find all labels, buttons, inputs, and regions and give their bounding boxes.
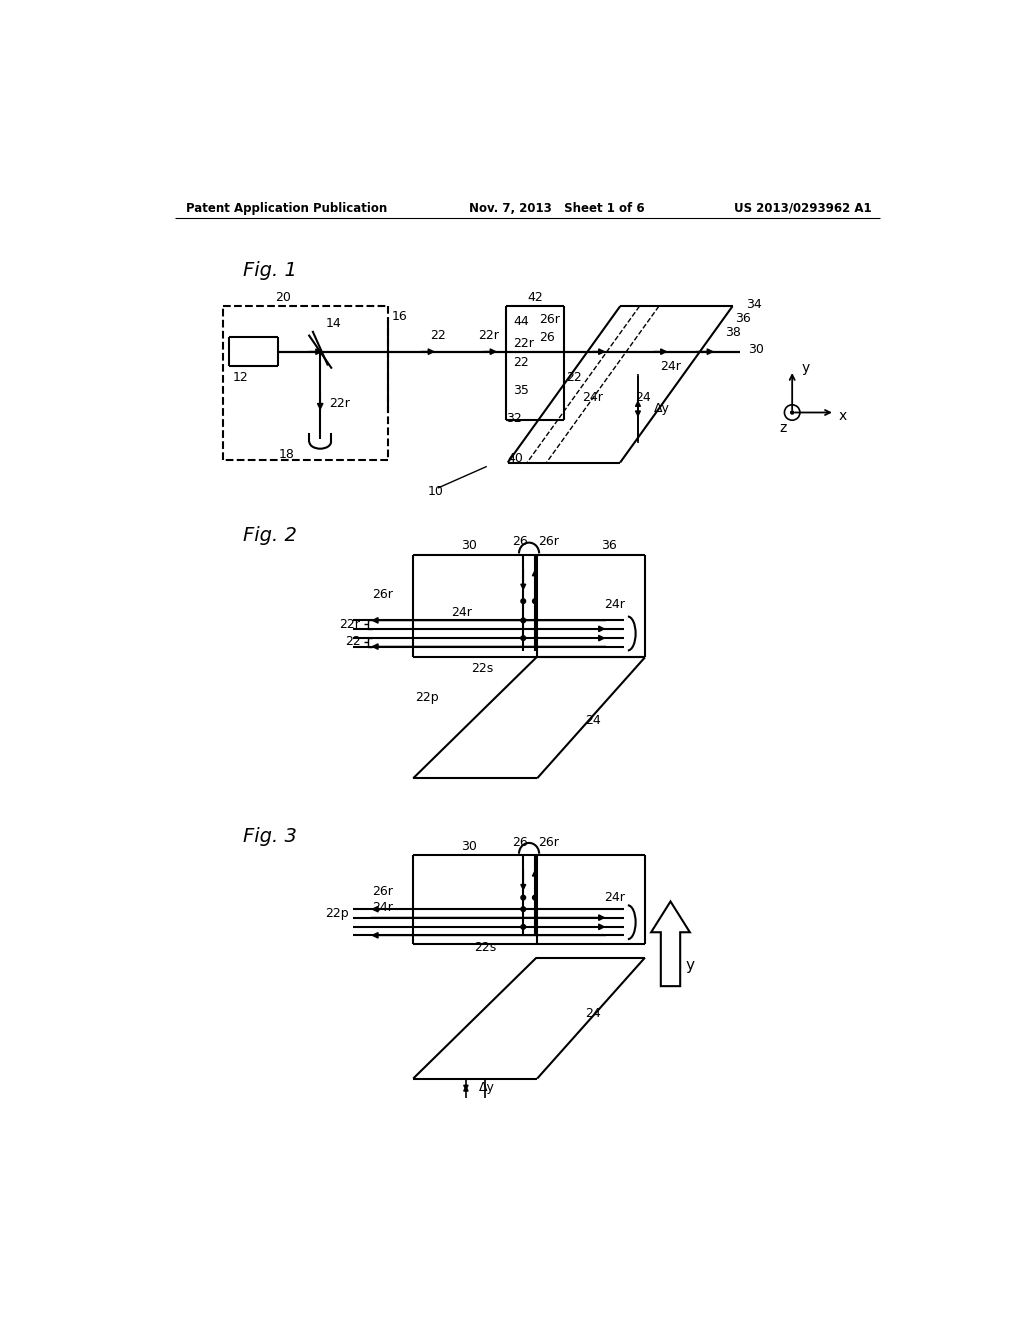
- Text: y: y: [686, 958, 695, 973]
- Text: 24r: 24r: [604, 598, 625, 611]
- Text: Fig. 2: Fig. 2: [243, 527, 297, 545]
- Text: Fig. 3: Fig. 3: [243, 826, 297, 846]
- Circle shape: [521, 599, 525, 603]
- Text: 26r: 26r: [539, 836, 559, 849]
- Text: 26r: 26r: [539, 313, 560, 326]
- Text: 30: 30: [461, 840, 477, 853]
- Text: x: x: [839, 409, 847, 424]
- Text: Δy: Δy: [479, 1081, 495, 1094]
- Circle shape: [521, 618, 525, 623]
- Text: Patent Application Publication: Patent Application Publication: [186, 202, 387, 215]
- Circle shape: [521, 636, 525, 640]
- Text: 22p: 22p: [326, 907, 349, 920]
- Text: 38: 38: [725, 326, 740, 339]
- Text: 22p: 22p: [415, 690, 438, 704]
- Text: 22r: 22r: [478, 329, 499, 342]
- Text: 22s: 22s: [474, 941, 497, 954]
- Text: 32: 32: [506, 412, 522, 425]
- Text: Δy: Δy: [653, 403, 670, 416]
- Text: 24: 24: [636, 391, 651, 404]
- Text: US 2013/0293962 A1: US 2013/0293962 A1: [734, 202, 872, 215]
- Text: 42: 42: [527, 292, 543, 305]
- Text: 24r: 24r: [660, 360, 681, 372]
- Text: 26r: 26r: [372, 884, 393, 898]
- Text: 22r: 22r: [340, 618, 360, 631]
- Circle shape: [532, 895, 538, 900]
- Text: 36: 36: [601, 539, 616, 552]
- Text: 26: 26: [512, 836, 528, 849]
- Circle shape: [791, 411, 794, 414]
- Text: 24: 24: [585, 714, 601, 727]
- Text: 22: 22: [345, 635, 360, 648]
- Text: 12: 12: [232, 371, 248, 384]
- Text: 24r: 24r: [451, 606, 472, 619]
- Text: 24r: 24r: [604, 891, 625, 904]
- Text: 26r: 26r: [372, 589, 393, 602]
- Text: 24r: 24r: [583, 391, 603, 404]
- Text: Nov. 7, 2013   Sheet 1 of 6: Nov. 7, 2013 Sheet 1 of 6: [469, 202, 645, 215]
- Text: 44: 44: [513, 315, 529, 329]
- Circle shape: [521, 924, 525, 929]
- Text: 30: 30: [461, 539, 477, 552]
- Text: 26: 26: [512, 536, 528, 548]
- Text: 22: 22: [513, 356, 529, 370]
- Text: 20: 20: [275, 290, 291, 304]
- Text: 40: 40: [508, 453, 523, 465]
- Text: 36: 36: [735, 312, 751, 325]
- Text: Fig. 1: Fig. 1: [243, 260, 297, 280]
- Circle shape: [521, 895, 525, 900]
- Circle shape: [532, 599, 538, 603]
- Text: 22: 22: [430, 329, 445, 342]
- Text: 22r: 22r: [330, 397, 350, 409]
- Text: 10: 10: [428, 484, 443, 498]
- Text: 22s: 22s: [471, 661, 494, 675]
- Text: 26: 26: [539, 331, 555, 345]
- Text: 26r: 26r: [539, 536, 559, 548]
- Text: 24r: 24r: [372, 902, 393, 915]
- Text: 35: 35: [513, 384, 529, 397]
- Text: 22r: 22r: [513, 337, 535, 350]
- Text: 24: 24: [585, 1007, 601, 1019]
- Text: 22: 22: [565, 371, 582, 384]
- Text: 16: 16: [391, 310, 408, 323]
- FancyArrow shape: [651, 902, 690, 986]
- Text: y: y: [802, 360, 810, 375]
- Circle shape: [521, 907, 525, 911]
- Text: 18: 18: [280, 449, 295, 462]
- Text: z: z: [779, 421, 786, 434]
- Text: 34: 34: [746, 298, 762, 312]
- Text: 30: 30: [748, 343, 764, 356]
- Text: 14: 14: [326, 317, 341, 330]
